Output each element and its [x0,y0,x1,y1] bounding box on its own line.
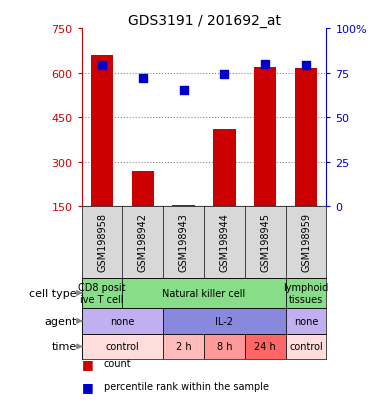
Point [221,72,227,78]
Text: 2 h: 2 h [176,342,191,351]
Text: GSM198942: GSM198942 [138,213,148,272]
Text: control: control [106,342,139,351]
Text: GSM198943: GSM198943 [179,213,188,272]
Text: ■: ■ [82,380,93,393]
Text: CD8 posit
ive T cell: CD8 posit ive T cell [78,282,126,304]
Text: none: none [294,316,318,326]
Text: GSM198959: GSM198959 [301,213,311,272]
Text: 24 h: 24 h [255,342,276,351]
Point [181,88,187,95]
Text: time: time [52,342,77,351]
Point [99,63,105,69]
Bar [82,278,122,309]
Bar [213,130,236,207]
Text: IL-2: IL-2 [216,316,233,326]
Bar [204,334,245,359]
Text: Natural killer cell: Natural killer cell [162,288,246,298]
Bar [82,334,163,359]
Text: 8 h: 8 h [217,342,232,351]
Bar [295,69,317,207]
Bar [286,334,326,359]
Text: count: count [104,358,131,368]
Text: cell type: cell type [29,288,77,298]
Bar [163,334,204,359]
Text: ■: ■ [82,357,93,370]
Point [140,76,146,82]
Text: none: none [110,316,135,326]
Text: lymphoid
tissues: lymphoid tissues [283,282,329,304]
Bar [286,278,326,309]
Title: GDS3191 / 201692_at: GDS3191 / 201692_at [128,14,280,28]
Text: GSM198945: GSM198945 [260,213,270,272]
Text: GSM198958: GSM198958 [97,213,107,272]
Bar [163,309,286,334]
Text: control: control [289,342,323,351]
Bar [254,67,276,207]
Bar [245,334,286,359]
Point [303,63,309,69]
Point [262,61,268,68]
Bar [173,205,195,207]
Bar [286,309,326,334]
Text: agent: agent [45,316,77,326]
Bar [132,171,154,207]
Text: GSM198944: GSM198944 [220,213,229,272]
Text: percentile rank within the sample: percentile rank within the sample [104,381,269,391]
Bar [122,278,286,309]
Bar [82,309,163,334]
Bar [91,56,113,207]
